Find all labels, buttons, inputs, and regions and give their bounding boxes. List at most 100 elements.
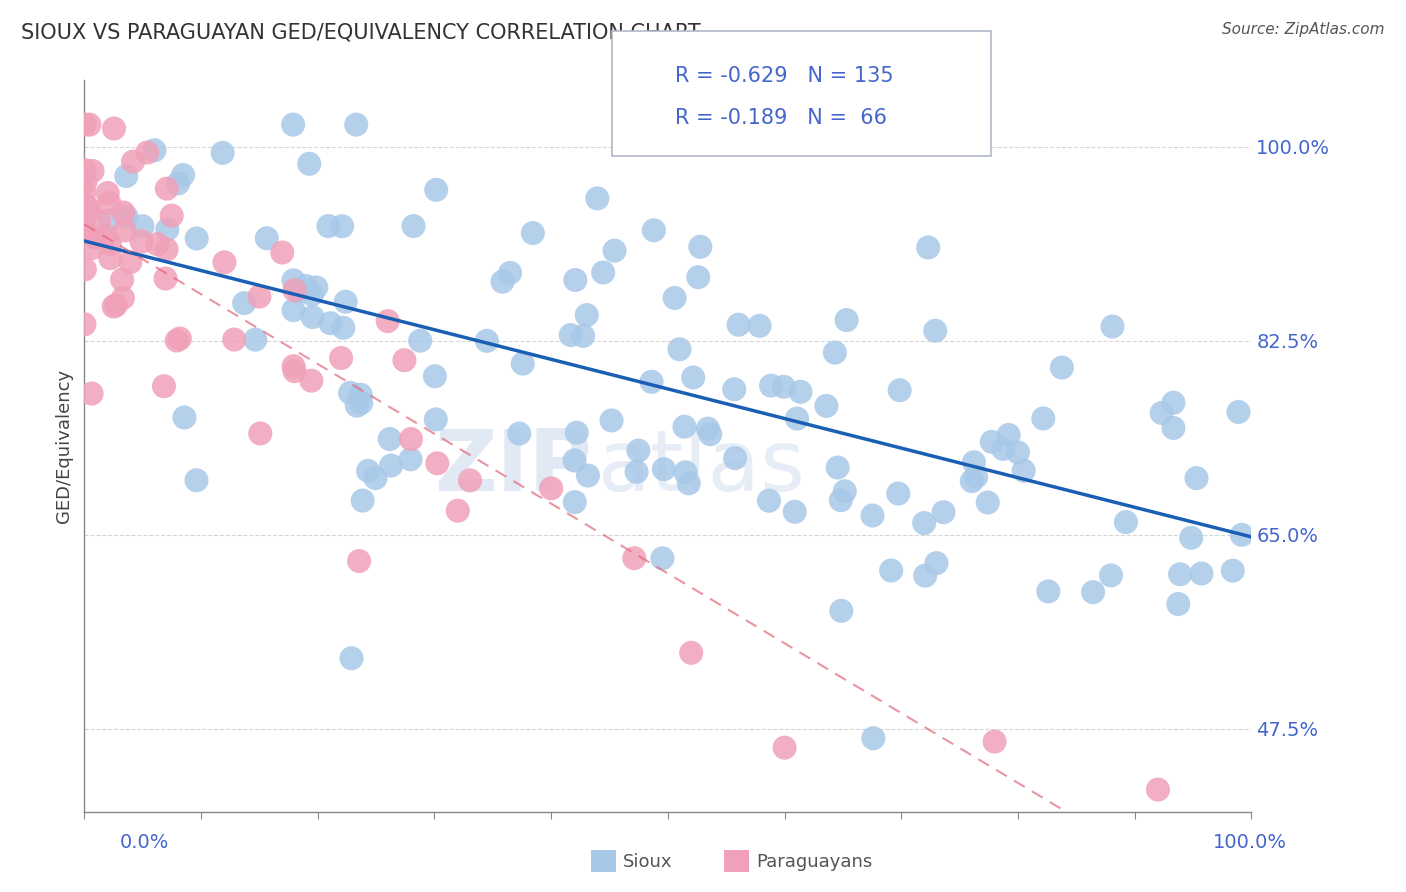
Point xyxy=(917,240,939,254)
Point xyxy=(1101,319,1123,334)
Point xyxy=(301,287,323,301)
Point xyxy=(283,303,305,318)
Point xyxy=(651,551,673,566)
Point xyxy=(245,333,267,347)
Point xyxy=(111,272,134,286)
Point xyxy=(1115,515,1137,529)
Point xyxy=(1227,405,1250,419)
Point xyxy=(576,468,599,483)
Point xyxy=(73,163,96,178)
Point xyxy=(678,476,700,491)
Point xyxy=(120,255,142,269)
Point xyxy=(977,495,1000,509)
Point xyxy=(77,202,100,217)
Point xyxy=(73,197,96,211)
Point xyxy=(73,318,96,332)
Point xyxy=(758,493,780,508)
Point xyxy=(131,235,153,249)
Point xyxy=(991,442,1014,456)
Point xyxy=(522,226,544,240)
Point xyxy=(399,432,422,446)
Point xyxy=(79,118,101,132)
Point xyxy=(827,460,849,475)
Point xyxy=(925,556,948,570)
Point xyxy=(912,516,935,530)
Point xyxy=(111,291,134,305)
Point xyxy=(727,318,749,332)
Text: Paraguayans: Paraguayans xyxy=(756,853,873,871)
Point xyxy=(560,328,582,343)
Point xyxy=(862,731,884,746)
Point xyxy=(173,410,195,425)
Point xyxy=(294,279,316,293)
Point xyxy=(352,493,374,508)
Point xyxy=(447,504,470,518)
Point xyxy=(1230,528,1253,542)
Point xyxy=(1150,406,1173,420)
Point xyxy=(696,422,718,436)
Point xyxy=(73,211,96,226)
Point xyxy=(688,270,710,285)
Point xyxy=(980,434,1002,449)
Point xyxy=(1180,531,1202,545)
Point xyxy=(75,202,97,216)
Point xyxy=(1147,782,1170,797)
Point xyxy=(332,321,354,335)
Point xyxy=(963,455,986,469)
Point xyxy=(626,465,648,479)
Point xyxy=(211,145,233,160)
Point xyxy=(425,412,447,426)
Point xyxy=(652,462,675,476)
Point xyxy=(249,426,271,441)
Point xyxy=(772,380,794,394)
Point xyxy=(350,396,373,410)
Point xyxy=(699,427,721,442)
Point xyxy=(960,474,983,488)
Text: SIOUX VS PARAGUAYAN GED/EQUIVALENCY CORRELATION CHART: SIOUX VS PARAGUAYAN GED/EQUIVALENCY CORR… xyxy=(21,22,700,42)
Point xyxy=(378,432,401,446)
Point xyxy=(623,551,645,566)
Point xyxy=(73,262,96,277)
Point xyxy=(224,333,246,347)
Point xyxy=(1032,411,1054,425)
Point xyxy=(689,240,711,254)
Point xyxy=(357,464,380,478)
Point xyxy=(643,223,665,237)
Point xyxy=(475,334,498,348)
Point xyxy=(249,289,271,303)
Point xyxy=(98,251,121,265)
Point xyxy=(114,223,136,237)
Point xyxy=(565,425,588,440)
Point xyxy=(409,334,432,348)
Text: R = -0.189   N =  66: R = -0.189 N = 66 xyxy=(675,108,887,128)
Point xyxy=(1167,597,1189,611)
Point xyxy=(681,646,703,660)
Point xyxy=(281,118,304,132)
Point xyxy=(283,273,305,287)
Point xyxy=(143,143,166,157)
Point xyxy=(834,484,856,499)
Point xyxy=(330,351,353,365)
Point xyxy=(301,310,323,324)
Point xyxy=(426,456,449,470)
Point xyxy=(723,382,745,396)
Point xyxy=(564,453,586,467)
Point xyxy=(155,271,177,285)
Point xyxy=(399,452,422,467)
Point xyxy=(319,316,342,330)
Point xyxy=(1222,564,1244,578)
Text: R = -0.629   N = 135: R = -0.629 N = 135 xyxy=(675,66,893,86)
Point xyxy=(932,505,955,519)
Point xyxy=(1163,421,1185,435)
Point xyxy=(564,495,586,509)
Point xyxy=(167,177,190,191)
Point xyxy=(131,219,153,234)
Point xyxy=(80,241,103,255)
Point xyxy=(283,283,305,297)
Point xyxy=(122,154,145,169)
Point xyxy=(73,227,96,242)
Point xyxy=(1050,360,1073,375)
Point xyxy=(603,244,626,258)
Point xyxy=(592,266,614,280)
Point xyxy=(1168,567,1191,582)
